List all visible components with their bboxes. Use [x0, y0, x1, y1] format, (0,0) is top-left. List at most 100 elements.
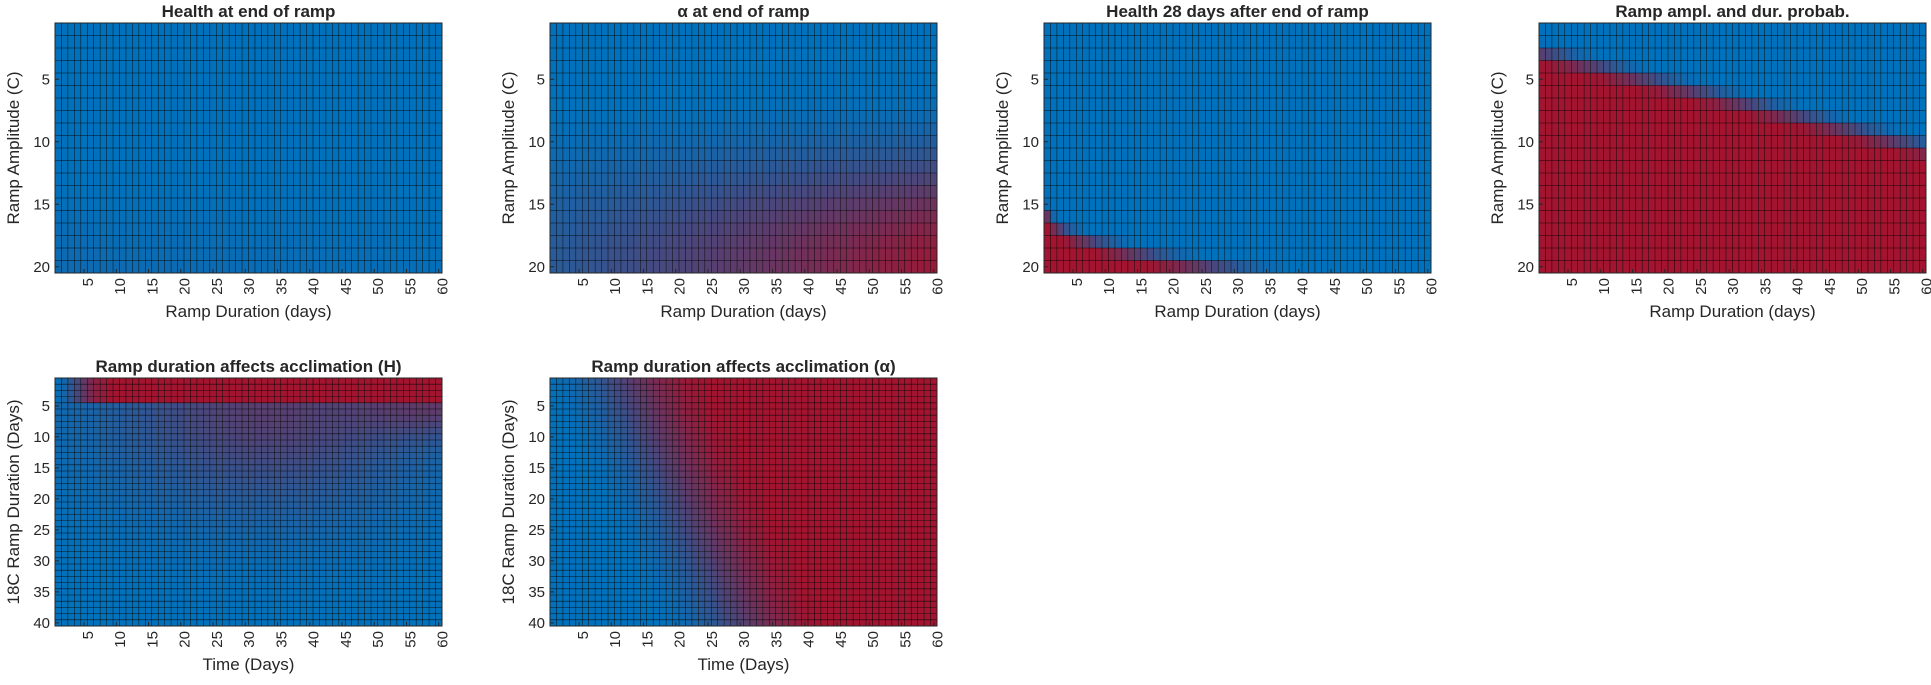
- heatmap-cell: [61, 135, 68, 149]
- heatmap-cell: [1102, 160, 1109, 174]
- heatmap-cell: [1919, 48, 1927, 61]
- heatmap-cell: [261, 223, 268, 236]
- heatmap-cell: [1198, 173, 1206, 186]
- heatmap-cell: [390, 35, 397, 49]
- heatmap-cell: [422, 48, 430, 61]
- heatmap-cell: [1121, 198, 1128, 211]
- heatmap-cell: [911, 185, 918, 199]
- heatmap-cell: [1893, 160, 1901, 174]
- heatmap-cell: [801, 260, 809, 274]
- heatmap-cell: [1745, 160, 1752, 174]
- heatmap-cell: [1771, 48, 1778, 61]
- heatmap-cell: [627, 98, 634, 111]
- heatmap-cell: [145, 85, 152, 99]
- heatmap-cell: [666, 210, 673, 224]
- heatmap-cell: [711, 60, 718, 74]
- heatmap-cell: [1629, 173, 1636, 186]
- heatmap-cell: [1867, 73, 1875, 86]
- heatmap-cell: [795, 198, 802, 211]
- heatmap-cell: [184, 85, 191, 99]
- heatmap-cell: [1250, 48, 1257, 61]
- heatmap-cell: [1861, 185, 1868, 199]
- heatmap-cell: [209, 98, 217, 111]
- heatmap-cell: [562, 135, 570, 149]
- heatmap-cell: [1919, 160, 1927, 174]
- heatmap-cell: [679, 210, 686, 224]
- heatmap-cell: [1913, 60, 1920, 74]
- heatmap-cell: [891, 198, 899, 211]
- heatmap-cell: [859, 260, 867, 274]
- heatmap-cell: [1687, 85, 1694, 99]
- heatmap-cell: [409, 148, 417, 161]
- heatmap-cell: [911, 85, 918, 99]
- heatmap-cell: [891, 123, 899, 136]
- heatmap-cell: [582, 260, 589, 274]
- heatmap-cell: [383, 235, 391, 249]
- heatmap-cell: [1192, 223, 1199, 236]
- heatmap-cell: [1616, 210, 1623, 224]
- heatmap-cell: [1134, 235, 1141, 249]
- heatmap-cell: [1134, 198, 1141, 211]
- heatmap-cell: [119, 48, 126, 61]
- heatmap-cell: [1622, 60, 1630, 74]
- heatmap-cell: [917, 23, 925, 36]
- heatmap-cell: [1629, 60, 1636, 74]
- heatmap-cell: [724, 260, 731, 274]
- heatmap-cell: [1687, 198, 1694, 211]
- heatmap-cell: [151, 98, 159, 111]
- heatmap-cell: [409, 198, 417, 211]
- heatmap-cell: [325, 248, 333, 261]
- heatmap-cell: [1738, 110, 1746, 124]
- heatmap-cell: [724, 123, 731, 136]
- heatmap-cell: [1655, 48, 1662, 61]
- heatmap-cell: [1706, 173, 1714, 186]
- heatmap-cell: [151, 23, 159, 36]
- heatmap-cell: [562, 98, 570, 111]
- heatmap-cell: [145, 98, 152, 111]
- heatmap-cell: [1166, 85, 1174, 99]
- heatmap-cell: [267, 48, 275, 61]
- heatmap-cell: [1179, 110, 1186, 124]
- heatmap-cell: [911, 73, 918, 86]
- heatmap-cell: [1706, 160, 1714, 174]
- heatmap-cell: [646, 110, 654, 124]
- heatmap-cell: [1418, 223, 1425, 236]
- heatmap-cell: [61, 173, 68, 186]
- heatmap-cell: [666, 198, 673, 211]
- heatmap-cell: [1758, 123, 1765, 136]
- heatmap-cell: [1218, 198, 1225, 211]
- heatmap-cell: [1160, 98, 1167, 111]
- heatmap-cell: [1893, 98, 1901, 111]
- heatmap-cell: [562, 85, 570, 99]
- heatmap-cell: [248, 173, 255, 186]
- heatmap-cell: [1609, 160, 1617, 174]
- heatmap-cell: [795, 185, 802, 199]
- heatmap-cell: [1642, 173, 1649, 186]
- heatmap-cell: [1700, 23, 1707, 36]
- heatmap-cell: [1056, 35, 1064, 49]
- heatmap-cell: [1147, 198, 1154, 211]
- heatmap-cell: [1571, 198, 1578, 211]
- heatmap-cell: [698, 110, 705, 124]
- heatmap-cell: [287, 60, 294, 74]
- heatmap-cell: [1340, 260, 1348, 274]
- heatmap-cell: [377, 160, 384, 174]
- heatmap-cell: [1218, 223, 1225, 236]
- heatmap-cell: [1385, 160, 1393, 174]
- heatmap-cell: [1166, 160, 1174, 174]
- heatmap-cell: [1276, 198, 1283, 211]
- heatmap-cell: [808, 148, 815, 161]
- heatmap-cell: [1127, 210, 1135, 224]
- heatmap-cell: [1108, 135, 1115, 149]
- heatmap-cell: [1822, 60, 1830, 74]
- heatmap-cell: [1797, 110, 1804, 124]
- heatmap-cell: [1597, 198, 1604, 211]
- heatmap-cell: [1205, 73, 1212, 86]
- heatmap-cell: [113, 23, 120, 36]
- heatmap-cell: [145, 223, 152, 236]
- heatmap-cell: [1269, 110, 1277, 124]
- heatmap-cell: [1732, 123, 1739, 136]
- heatmap-cell: [679, 35, 686, 49]
- heatmap-cell: [795, 48, 802, 61]
- heatmap-cell: [1751, 48, 1759, 61]
